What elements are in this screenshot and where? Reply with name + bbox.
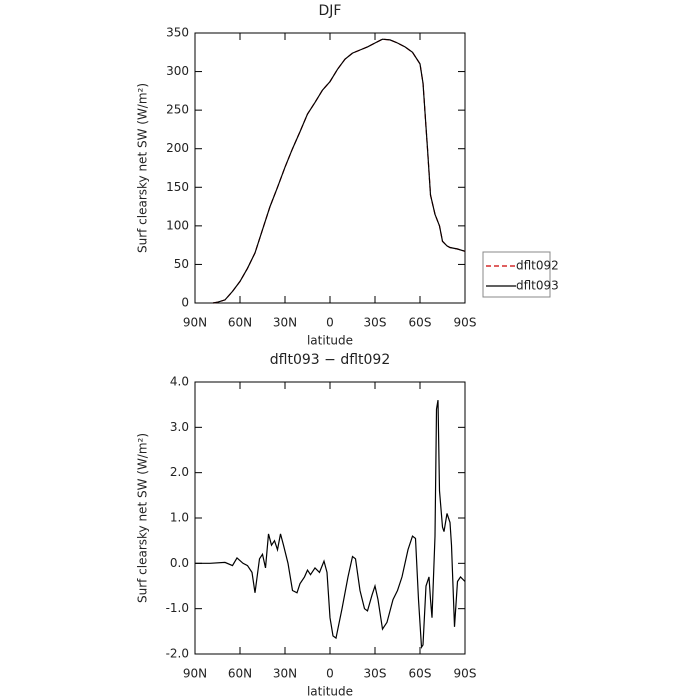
x-tick-label: 90N <box>183 667 207 681</box>
y-tick-label: 250 <box>166 103 189 117</box>
x-tick-label: 30N <box>273 316 297 330</box>
y-tick-label: 200 <box>166 141 189 155</box>
y-tick-label: -2.0 <box>166 647 189 661</box>
y-tick-label: 150 <box>166 180 189 194</box>
x-tick-label: 60N <box>228 667 252 681</box>
plot-frame <box>194 32 466 304</box>
legend-label: dflt092 <box>516 259 559 273</box>
x-tick-label: 30S <box>364 667 387 681</box>
chart-title: DJF <box>319 3 342 19</box>
x-tick-label: 90S <box>454 667 477 681</box>
x-tick-label: 60N <box>228 316 252 330</box>
x-tick-label: 0 <box>326 316 334 330</box>
x-tick-label: 90N <box>183 316 207 330</box>
chart-title: dflt093 − dflt092 <box>270 352 390 368</box>
y-tick-label: 3.0 <box>170 420 189 434</box>
y-axis-label: Surf clearsky net SW (W/m²) <box>136 433 150 603</box>
y-tick-label: 100 <box>166 218 189 232</box>
y-tick-label: 350 <box>166 26 189 40</box>
x-axis-label: latitude <box>307 334 353 348</box>
y-tick-label: 300 <box>166 64 189 78</box>
x-tick-label: 30N <box>273 667 297 681</box>
x-tick-label: 0 <box>326 667 334 681</box>
x-axis-label: latitude <box>307 685 353 699</box>
y-tick-label: 0.0 <box>170 556 189 570</box>
y-axis-label: Surf clearsky net SW (W/m²) <box>136 83 150 253</box>
y-tick-label: -1.0 <box>166 601 189 615</box>
y-tick-label: 50 <box>174 257 189 271</box>
y-tick-label: 1.0 <box>170 511 189 525</box>
y-tick-label: 0 <box>181 296 189 310</box>
x-tick-label: 90S <box>454 316 477 330</box>
y-tick-label: 2.0 <box>170 465 189 479</box>
line-series <box>212 38 466 304</box>
x-tick-label: 60S <box>409 667 432 681</box>
x-tick-label: 30S <box>364 316 387 330</box>
x-tick-label: 60S <box>409 316 432 330</box>
line-series <box>212 38 466 304</box>
legend-box <box>482 251 551 298</box>
y-tick-label: 4.0 <box>170 375 189 389</box>
line-series <box>195 400 466 650</box>
legend-label: dflt093 <box>516 279 559 293</box>
